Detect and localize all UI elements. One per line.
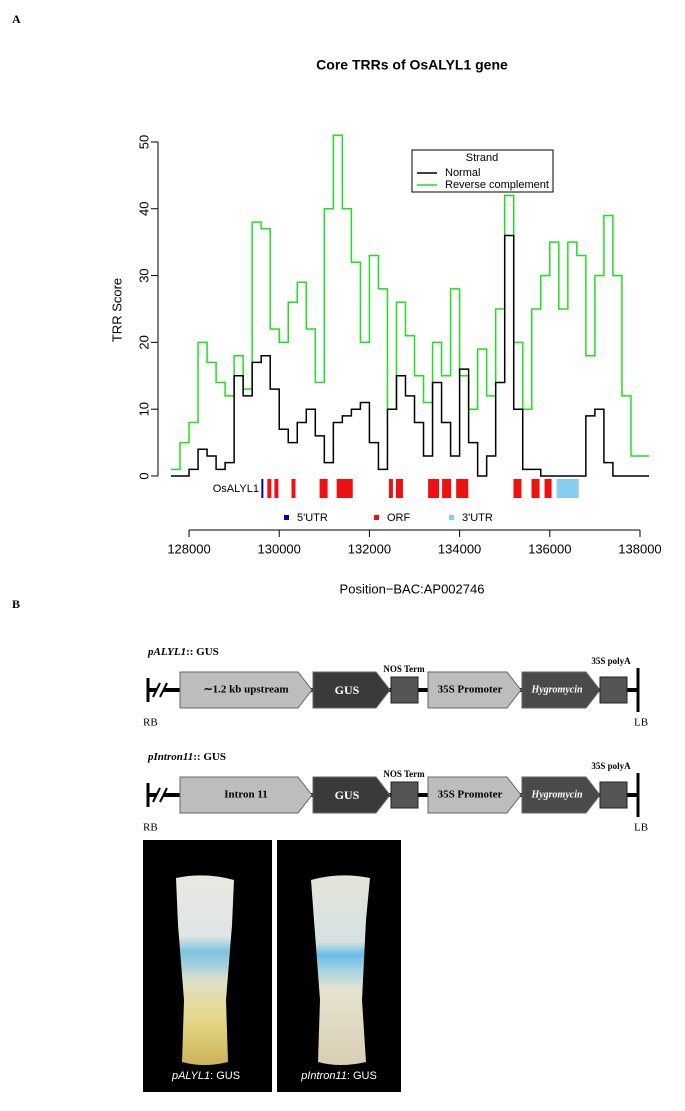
gene-feature: [267, 479, 272, 498]
caption-italic: pALYL1: [171, 1070, 210, 1082]
gene-feature: [531, 479, 540, 498]
caption-rest: : GUS: [210, 1070, 240, 1082]
break-mark: [152, 787, 161, 803]
gene-feature: [513, 479, 522, 498]
lb-label: LB: [634, 717, 648, 729]
y-tick-label: 30: [136, 268, 151, 282]
feature-label: 3'UTR: [462, 512, 493, 524]
rb-label: RB: [143, 717, 158, 729]
promoter-arrow: [179, 776, 313, 814]
photo-caption: pIntron11: GUS: [300, 1070, 377, 1082]
y-tick-label: 10: [136, 402, 151, 416]
gus-label: GUS: [335, 683, 360, 697]
construct-name: pALYL1:: GUS: [147, 646, 219, 658]
x-tick-label: 138000: [618, 541, 661, 556]
panel-label: A: [12, 12, 21, 26]
construct-name-rest: :: GUS: [193, 751, 226, 763]
y-tick-label: 50: [136, 135, 151, 149]
gus-arrow: [312, 671, 391, 709]
p35s-label: 35S Promoter: [438, 789, 503, 801]
gene-feature: [261, 479, 264, 498]
construct-name-rest: :: GUS: [186, 646, 219, 658]
nos-box: [390, 676, 419, 704]
feature-swatch: [449, 515, 454, 520]
break-gap: [156, 790, 164, 800]
x-tick-label: 134000: [438, 541, 481, 556]
gus-label: GUS: [335, 788, 360, 802]
gene-feature: [442, 479, 452, 498]
x-tick-label: 136000: [528, 541, 571, 556]
break-mark: [159, 787, 168, 803]
gus-arrow: [312, 776, 391, 814]
feature-swatch: [284, 515, 289, 520]
gene-feature: [428, 479, 440, 498]
line-series: [171, 234, 649, 477]
nos-label: NOS Term: [383, 664, 425, 674]
feature-label: ORF: [387, 512, 411, 524]
feature-label: 5'UTR: [297, 512, 328, 524]
photo-caption: pALYL1: GUS: [171, 1070, 240, 1082]
break-gap: [156, 685, 164, 695]
hyg-label: Hygromycin: [530, 684, 583, 695]
x-tick-label: 130000: [258, 541, 301, 556]
rb-label: RB: [143, 822, 158, 834]
promoter-arrow: [179, 671, 313, 709]
gene-label: OsALYL1: [213, 483, 259, 495]
stem: [311, 875, 370, 1065]
gene-feature: [291, 479, 296, 498]
x-axis-label: Position−BAC:AP002746: [340, 581, 485, 596]
x-tick-label: 128000: [167, 541, 210, 556]
stem: [176, 875, 234, 1065]
promoter-label: Intron 11: [224, 789, 268, 801]
legend-label: Normal: [445, 167, 480, 179]
hyg-arrow: [521, 776, 601, 814]
legend-label: Reverse complement: [445, 179, 549, 191]
line-series: [171, 134, 649, 471]
nos-label: NOS Term: [383, 769, 425, 779]
caption-rest: : GUS: [347, 1070, 377, 1082]
gene-feature: [388, 479, 393, 498]
panel-label: B: [12, 597, 20, 611]
y-axis-label: TRR Score: [109, 278, 124, 342]
construct-name-italic: pIntron11: [147, 751, 193, 763]
break-mark: [152, 682, 161, 698]
gene-feature: [556, 479, 579, 498]
hyg-label: Hygromycin: [530, 789, 583, 800]
gene-feature: [274, 479, 279, 498]
promoter-label: ∼1.2 kb upstream: [203, 684, 288, 696]
construct-name-italic: pALYL1: [147, 646, 186, 658]
promoter-arrow: [427, 776, 522, 814]
gene-feature: [319, 479, 328, 498]
y-tick-label: 0: [136, 472, 151, 479]
polya-label: 35S polyA: [591, 761, 631, 771]
chart-title: Core TRRs of OsALYL1 gene: [316, 57, 508, 73]
construct-name: pIntron11:: GUS: [147, 751, 226, 763]
promoter-arrow: [427, 671, 522, 709]
feature-swatch: [374, 515, 379, 520]
y-tick-label: 20: [136, 335, 151, 349]
gene-feature: [456, 479, 469, 498]
gene-feature: [544, 479, 552, 498]
gene-feature: [336, 479, 353, 498]
hyg-arrow: [521, 671, 601, 709]
y-tick-label: 40: [136, 202, 151, 216]
gene-feature: [395, 479, 403, 498]
polya-label: 35S polyA: [591, 656, 631, 666]
legend-title: Strand: [466, 152, 498, 164]
polya-box: [599, 781, 628, 809]
polya-box: [599, 676, 628, 704]
p35s-label: 35S Promoter: [438, 684, 503, 696]
caption-italic: pIntron11: [300, 1070, 347, 1082]
nos-box: [390, 781, 419, 809]
break-mark: [159, 682, 168, 698]
x-tick-label: 132000: [348, 541, 391, 556]
lb-label: LB: [634, 822, 648, 834]
